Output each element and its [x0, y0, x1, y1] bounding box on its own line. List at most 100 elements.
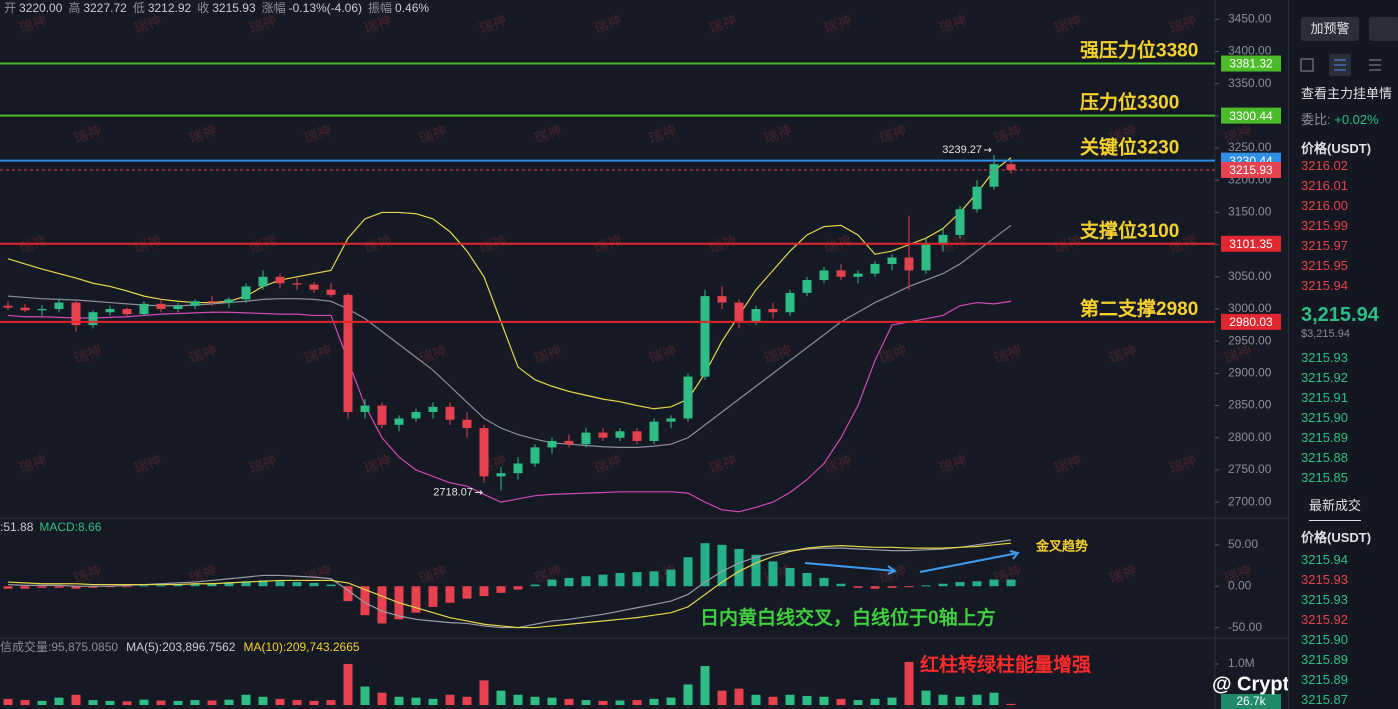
level-note: 压力位3300 — [1080, 91, 1179, 114]
trade-price: 3215.93 — [1301, 592, 1348, 607]
macd-header-item: MACD:8.66 — [39, 520, 101, 534]
header-value: 3220.00 — [19, 1, 63, 15]
trades-title[interactable]: 最新成交 — [1309, 495, 1362, 521]
volume-bar — [513, 694, 523, 705]
band-line — [7, 224, 1012, 449]
macd-bar — [683, 557, 693, 587]
depth-link[interactable]: 查看主力挂单情 — [1301, 86, 1393, 101]
volume-bar — [564, 698, 574, 705]
header-value: 3215.93 — [212, 1, 256, 15]
band-line — [7, 300, 1012, 513]
volume-bar — [445, 694, 455, 705]
macd-bar — [649, 571, 659, 587]
macd-bar — [275, 581, 285, 587]
volume-bar — [343, 663, 353, 705]
header-value: -0.13%(-4.06) — [289, 1, 362, 15]
macd-bar — [360, 586, 370, 616]
header-key: 低 — [133, 1, 145, 15]
macd-bar — [547, 579, 557, 587]
candle-body — [377, 405, 387, 425]
volume-bar — [598, 700, 608, 705]
candle-body — [1006, 164, 1016, 170]
volume-bar — [241, 694, 251, 705]
volume-bar — [785, 694, 795, 705]
macd-bar — [802, 572, 812, 587]
candle-body — [683, 376, 693, 419]
candle-body — [904, 257, 914, 271]
y-tick-label: 3050.00 — [1228, 269, 1272, 283]
price-tag — [1221, 55, 1281, 72]
candle-body — [241, 286, 251, 300]
level-note: 强压力位3380 — [1080, 39, 1198, 62]
price-tag — [1221, 107, 1281, 124]
volume-bar — [581, 700, 591, 705]
macd-bar — [377, 586, 387, 624]
candle-body — [37, 309, 47, 311]
volume-tag-label: 26.7k — [1236, 694, 1266, 708]
icon[interactable] — [1369, 59, 1381, 71]
candle-body — [54, 302, 64, 309]
volume-bar — [972, 694, 982, 705]
ratio-label: 委比: +0.02% — [1301, 109, 1379, 128]
candle-body — [802, 280, 812, 293]
macd-bar — [1006, 579, 1016, 587]
ask-price: 3215.94 — [1301, 278, 1348, 293]
alert-button[interactable]: 加预警 — [1301, 17, 1359, 41]
bid-price: 3215.93 — [1301, 350, 1348, 365]
candle-body — [275, 276, 285, 284]
candle-body — [71, 302, 81, 326]
volume-bar — [836, 698, 846, 705]
price-tag-label: 3101.35 — [1229, 237, 1273, 251]
macd-bar — [496, 586, 506, 593]
candle-body — [258, 276, 268, 287]
header-value: 0.46% — [395, 1, 429, 15]
candle-body — [173, 305, 183, 309]
icon[interactable] — [1300, 58, 1314, 72]
price-tag-label: 2980.03 — [1229, 315, 1273, 329]
macd-bar — [989, 579, 999, 587]
ask-price: 3216.01 — [1301, 178, 1348, 193]
volume-bar — [683, 684, 693, 705]
more-button[interactable] — [1369, 17, 1398, 41]
candle-body — [190, 301, 200, 306]
volume-bar — [3, 698, 13, 705]
volume-bar — [1006, 703, 1016, 705]
candle-body — [955, 209, 965, 235]
bid-price: 3215.91 — [1301, 390, 1348, 405]
candle-body — [734, 302, 744, 322]
y-tick-label: 3000.00 — [1228, 301, 1272, 315]
y-tick-label: 2750.00 — [1228, 462, 1272, 476]
macd-bar — [88, 586, 98, 588]
candle-body — [819, 270, 829, 281]
mid-price: 3,215.94 — [1301, 304, 1379, 326]
volume-bar — [258, 696, 268, 705]
macd-bar — [122, 586, 132, 588]
volume-bar — [649, 698, 659, 705]
annotation: 红柱转绿柱能量增强 — [920, 653, 1091, 676]
macd-bar — [54, 586, 64, 588]
candle-body — [3, 305, 13, 308]
macd-bar — [904, 586, 914, 588]
volume-bar — [989, 692, 999, 705]
macd-bar — [530, 584, 540, 587]
header-key: 涨幅 — [262, 0, 286, 15]
order-book-panel: 加预警 查看主力挂单情 委比: +0.02% 价格(USDT) 3,215.94… — [1288, 0, 1398, 709]
volume-bar — [88, 700, 98, 705]
candle-body — [20, 307, 30, 311]
y-tick-label: 2800.00 — [1228, 430, 1272, 444]
candle-body — [88, 312, 98, 326]
macd-bar — [938, 583, 948, 587]
level-note: 关键位3230 — [1080, 136, 1179, 159]
bid-price: 3215.92 — [1301, 370, 1348, 385]
volume-bar — [156, 700, 166, 705]
price-tag — [1221, 313, 1281, 330]
volume-bar — [37, 700, 47, 705]
volume-bar — [105, 700, 115, 705]
trade-price: 3215.90 — [1301, 632, 1348, 647]
plot-background — [0, 0, 1288, 709]
ratio-key: 委比: — [1301, 112, 1331, 127]
candle-body — [530, 447, 540, 464]
y-tick-label: 3400.00 — [1228, 44, 1272, 58]
volume-bar — [292, 700, 302, 705]
macd-bar — [700, 543, 710, 587]
